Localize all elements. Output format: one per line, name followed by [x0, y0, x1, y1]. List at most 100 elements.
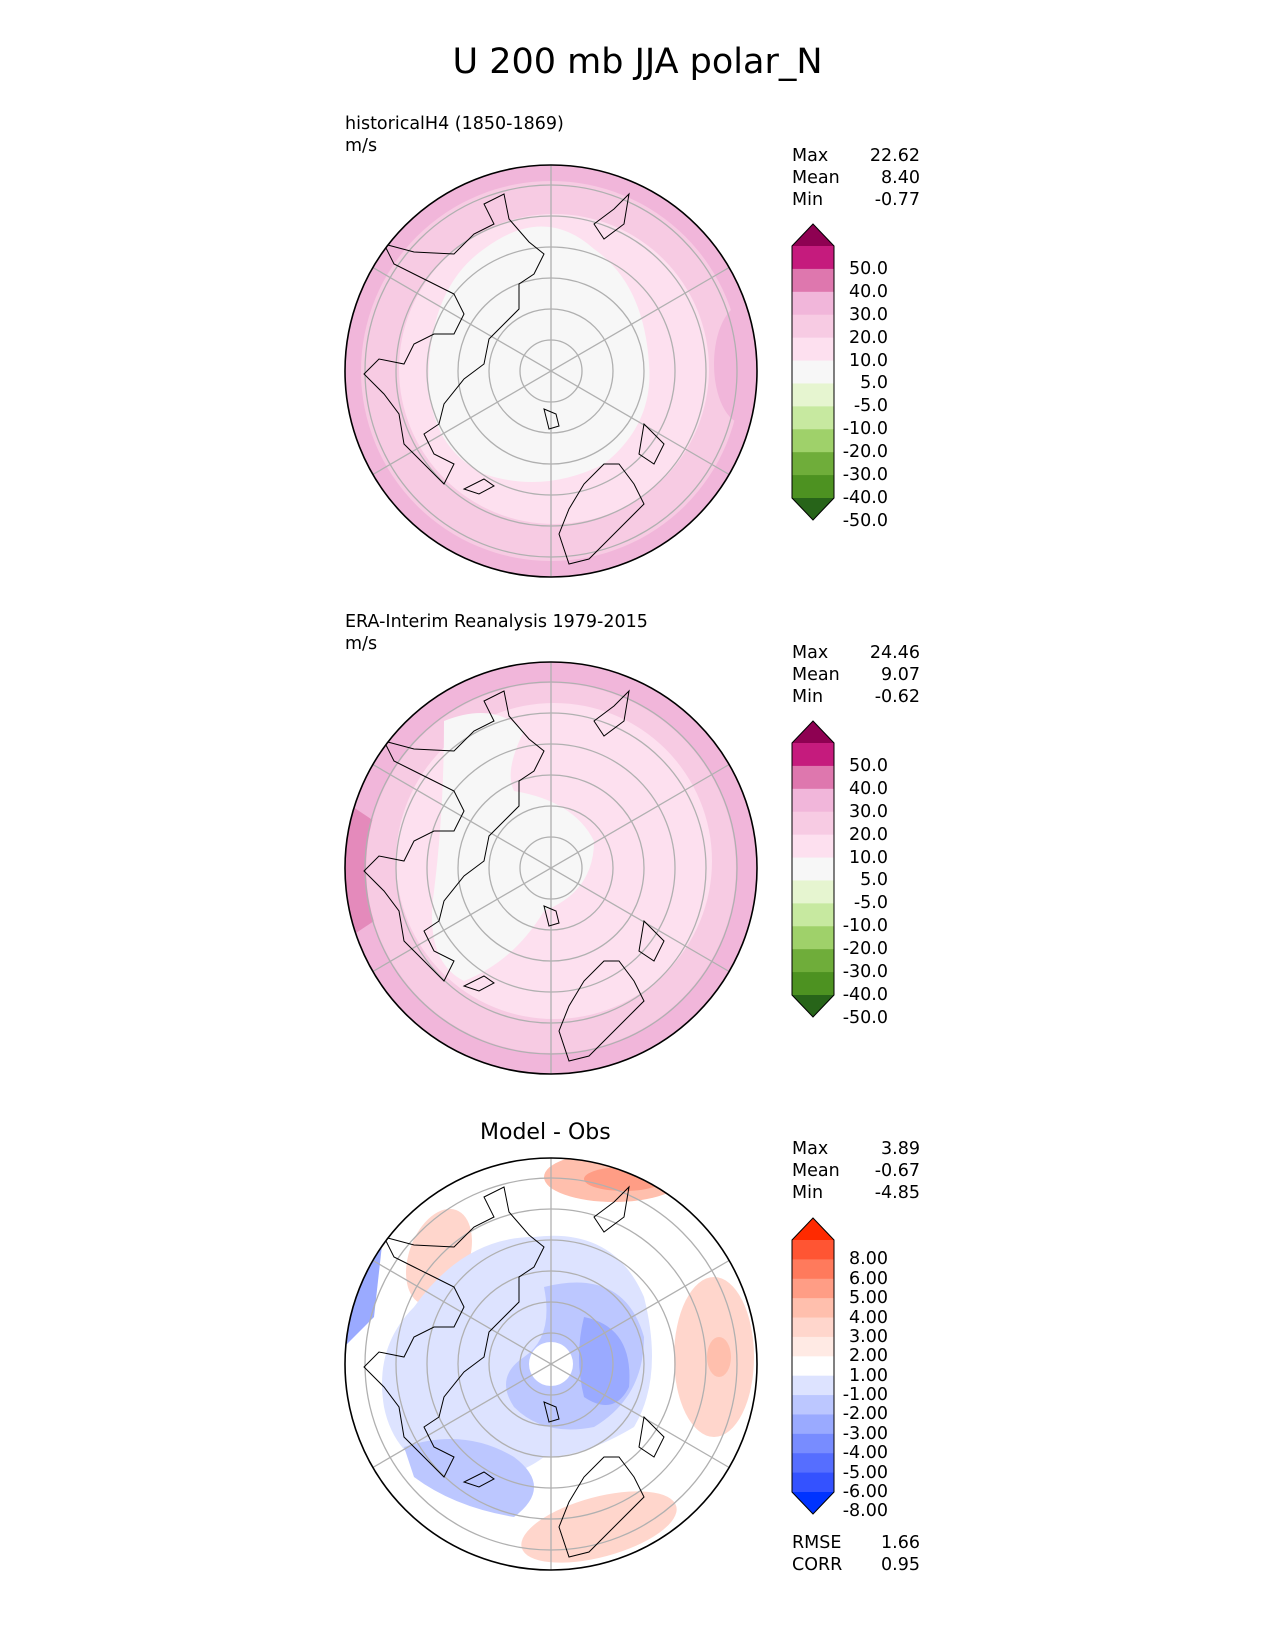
cbar2-tick-label: 5.0	[860, 870, 888, 891]
cbar3-segment	[792, 1453, 834, 1474]
cbar2-extend-min	[792, 995, 834, 1017]
cbar3-segment	[792, 1317, 834, 1338]
cbar3-segment	[792, 1472, 834, 1493]
cbar1-segment	[792, 429, 834, 453]
cbar3-segment	[792, 1356, 834, 1377]
cbar2-tick-label: -5.0	[853, 893, 888, 914]
stat-max: Max 3.89	[792, 1139, 920, 1159]
cbar1-segment	[792, 452, 834, 476]
cbar3-tick-label: 2.00	[849, 1346, 888, 1367]
cbar1-tick-label: -10.0	[842, 419, 888, 440]
cbar1-tick-label: 50.0	[849, 258, 888, 279]
stat-min: Min -0.77	[792, 190, 920, 210]
cbar3-tick-label: 4.00	[849, 1307, 888, 1328]
panel3-stats: Max 3.89 Mean -0.67 Min -4.85	[792, 1138, 920, 1204]
cbar3-segment	[792, 1395, 834, 1415]
cbar2-tick-label: -30.0	[842, 962, 888, 983]
stat-mean: Mean -0.67	[792, 1161, 920, 1181]
stat-min: Min -4.85	[792, 1183, 920, 1203]
cbar3-segment	[792, 1336, 834, 1357]
panel3-colorbar-labels: 8.00 6.00 5.00 4.00 3.00 2.00 1.00 -1.00 -2.00 -3…	[836, 1218, 888, 1521]
cbar1-segment	[792, 337, 834, 362]
cbar2-segment	[792, 880, 834, 904]
stat-mean: Mean 8.40	[792, 168, 920, 188]
cbar3-tick-label: -4.00	[842, 1443, 888, 1464]
cbar1-tick-label: 5.0	[860, 373, 888, 394]
cbar1-segment	[792, 291, 834, 316]
cbar2-tick-label: 10.0	[849, 847, 888, 868]
cbar3-segment	[792, 1240, 834, 1260]
cbar3-tick-label: 3.00	[849, 1326, 888, 1347]
cbar2-segment	[792, 949, 834, 973]
cbar3-tick-label: -3.00	[842, 1423, 888, 1444]
cbar2-segment	[792, 857, 834, 881]
panel2-colorbar-labels: 50.0 40.0 30.0 20.0 10.0 5.0 -5.0 -10.0 -20.0 -30…	[836, 721, 888, 1028]
cbar2-segment	[792, 903, 834, 927]
cbar1-segment	[792, 406, 834, 430]
cbar3-outline	[791, 1217, 835, 1515]
stat-max: Max 24.46	[792, 643, 920, 663]
cbar2-segment	[792, 834, 834, 859]
cbar1-tick-label: 20.0	[849, 327, 888, 348]
cbar1-segment	[792, 246, 834, 270]
cbar3-tick-label: 6.00	[849, 1268, 888, 1289]
cbar3-extend-min	[792, 1492, 834, 1514]
cbar2-segment	[792, 972, 834, 996]
cbar1-segment	[792, 360, 834, 384]
cbar1-extend-min	[792, 498, 834, 520]
cbar1-extend-max	[792, 224, 834, 246]
cbar2-extend-max	[792, 721, 834, 743]
cbar1-tick-label: -20.0	[842, 442, 888, 463]
cbar1-tick-label: 10.0	[849, 350, 888, 371]
metric-corr: CORR 0.95	[792, 1555, 920, 1575]
cbar2-tick-label: 50.0	[849, 755, 888, 776]
cbar3-tick-label: 5.00	[849, 1288, 888, 1309]
cbar3-segment	[792, 1278, 834, 1299]
cbar3-extend-max	[792, 1218, 834, 1240]
panel3-colorbar	[791, 1217, 835, 1515]
panel1-colorbar-labels: 50.0 40.0 30.0 20.0 10.0 5.0 -5.0 -10.0 -20.0 -30…	[836, 224, 888, 531]
cbar2-segment	[792, 765, 834, 790]
cbar2-tick-label: -40.0	[842, 985, 888, 1005]
cbar1-segment	[792, 268, 834, 293]
panel2-stats: Max 24.46 Mean 9.07 Min -0.62	[792, 642, 920, 708]
cbar1-tick-label: -50.0	[842, 510, 888, 531]
cbar2-segment	[792, 743, 834, 767]
panel1-stats: Max 22.62 Mean 8.40 Min -0.77	[792, 145, 920, 211]
cbar2-segment	[792, 926, 834, 950]
cbar3-tick-label: -5.00	[842, 1462, 888, 1483]
panel3-metrics: RMSE 1.66 CORR 0.95	[792, 1532, 920, 1576]
cbar1-tick-label: -40.0	[842, 488, 888, 508]
cbar2-tick-label: -20.0	[842, 939, 888, 960]
cbar1-tick-label: -30.0	[842, 465, 888, 486]
cbar2-outline	[791, 720, 835, 1018]
cbar1-tick-label: 30.0	[849, 304, 888, 325]
panel1-colorbar	[791, 223, 835, 521]
cbar3-tick-label: 1.00	[849, 1365, 888, 1386]
panel1-map	[344, 164, 758, 578]
cbar2-tick-label: -50.0	[842, 1007, 888, 1028]
panel2-colorbar	[791, 720, 835, 1018]
cbar3-segment	[792, 1298, 834, 1319]
cbar3-segment	[792, 1259, 834, 1280]
panel1-label: historicalH4 (1850-1869) m/s	[345, 113, 564, 157]
cbar2-segment	[792, 811, 834, 836]
figure-title: U 200 mb JJA polar_N	[452, 42, 823, 82]
cbar3-tick-label: -1.00	[842, 1385, 888, 1406]
cbar2-segment	[792, 788, 834, 813]
cbar3-tick-label: -6.00	[842, 1482, 888, 1502]
cbar3-segment	[792, 1414, 834, 1435]
cbar1-tick-label: -5.0	[853, 396, 888, 417]
panel2-units: m/s	[345, 634, 378, 654]
cbar1-outline	[791, 223, 835, 521]
cbar3-tick-label: 8.00	[849, 1249, 888, 1270]
cbar3-segment	[792, 1433, 834, 1454]
panel2-label: ERA-Interim Reanalysis 1979-2015 m/s	[345, 611, 648, 655]
stat-max: Max 22.62	[792, 146, 920, 166]
panel3-title: Model - Obs	[480, 1120, 611, 1145]
stat-min: Min -0.62	[792, 687, 920, 707]
cbar3-segment	[792, 1375, 834, 1396]
cbar1-tick-label: 40.0	[849, 281, 888, 302]
cbar1-segment	[792, 383, 834, 407]
cbar3-tick-label: -8.00	[842, 1501, 888, 1522]
